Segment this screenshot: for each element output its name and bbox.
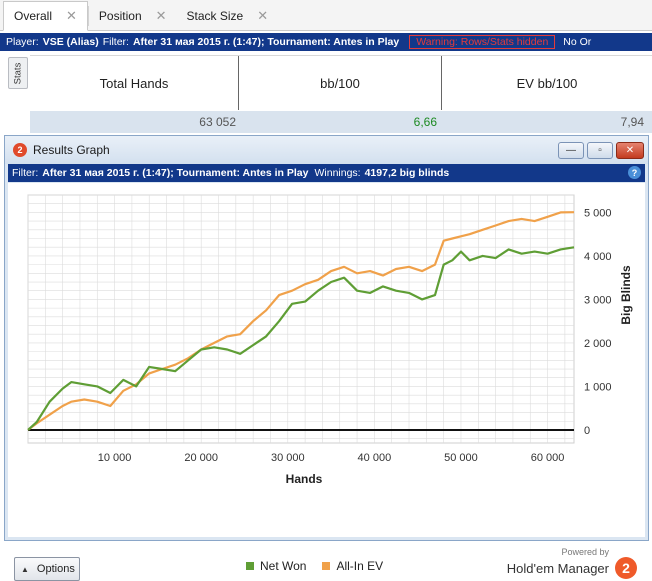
y-tick-label: 1 000 [584,381,612,393]
stats-table-header: Total Hands bb/100 EV bb/100 [30,55,652,110]
y-tick-label: 0 [584,425,590,437]
stats-table-row[interactable]: 63 052 6,66 7,94 [30,111,652,133]
chart-lines [27,211,575,431]
x-tick-label: 30 000 [271,452,305,464]
report-tabs: Overall ✕ Position ✕ Stack Size ✕ [0,0,652,31]
stats-side-label: Stats [12,62,24,84]
report-filter-bar: Player: VSE (Alias) Filter: After 31 мая… [0,33,652,51]
x-axis-label: Hands [286,472,323,486]
window-controls: — ▫ ✕ [558,142,644,159]
player-label: Player: [6,36,39,48]
player-value: VSE (Alias) [42,36,99,48]
legend-swatch [322,562,331,570]
hm2-logo-icon: 2 [13,143,27,157]
triangle-up-icon: ▲ [21,564,29,574]
tab-position[interactable]: Position ✕ [89,1,177,30]
filter-value: After 31 мая 2015 г. (1:47); Tournament:… [132,36,400,48]
chart-legend: Net Won All-In EV [246,559,383,573]
options-label: Options [36,563,75,575]
legend-item-all-in-ev[interactable]: All-In EV [322,559,383,573]
tab-label: Stack Size [186,8,244,23]
results-chart: 10 000 20 000 30 000 40 000 50 000 60 000 0 1 0… [27,194,633,486]
column-header-bb100[interactable]: bb/100 [239,56,442,110]
close-tab-icon[interactable]: ✕ [155,7,167,23]
options-button[interactable]: ▲ Options [14,557,80,581]
legend-label: All-In EV [336,559,384,573]
filter-overflow-text: No Or [563,36,592,48]
close-tab-icon[interactable]: ✕ [257,7,269,23]
plot-frame [27,194,575,444]
winnings-value: 4197,2 big blinds [364,167,450,179]
tab-divider [87,6,89,26]
y-tick-label: 2 000 [584,338,612,350]
powered-by-branding: Powered by Hold'em Manager 2 [507,547,637,579]
close-button[interactable]: ✕ [616,142,644,159]
x-tick-label: 60 000 [531,452,565,464]
graph-filter-value: After 31 мая 2015 г. (1:47); Tournament:… [42,167,309,179]
maximize-button[interactable]: ▫ [587,142,613,159]
close-tab-icon[interactable]: ✕ [66,8,77,23]
tab-label: Overall [14,9,53,23]
filter-label: Filter: [102,36,129,48]
graph-filter-bar: Filter: After 31 мая 2015 г. (1:47); Tou… [8,164,645,182]
bb100-value: 6,66 [413,115,437,129]
y-tick-label: 5 000 [584,207,612,219]
column-header-total-hands[interactable]: Total Hands [30,56,239,110]
x-tick-label: 40 000 [358,452,392,464]
chart-grid [27,194,575,444]
minimize-button[interactable]: — [558,142,584,159]
stats-side-tab[interactable]: Stats [8,57,28,89]
graph-filter-label: Filter: [12,167,39,179]
winnings-label: Winnings: [314,167,361,179]
all-in-ev-line [27,211,575,431]
legend-label: Net Won [260,559,307,573]
results-graph-window: 2 Results Graph — ▫ ✕ Filter: After 31 м… [4,135,649,581]
hm2-brand-logo-icon: 2 [615,557,637,579]
tab-stack-size[interactable]: Stack Size ✕ [177,1,279,30]
column-header-ev-bb100[interactable]: EV bb/100 [516,75,578,91]
legend-swatch [246,562,254,570]
ev-bb100-value: 7,94 [620,115,644,129]
graph-area: 10 000 20 000 30 000 40 000 50 000 60 000 0 1 0… [8,183,645,581]
hidden-stats-warning[interactable]: Warning: Rows/Stats hidden [409,35,556,49]
brand-name: Hold'em Manager [506,560,609,576]
legend-item-net-won[interactable]: Net Won [246,559,306,573]
tab-label: Position [98,8,142,23]
net-won-line [27,246,575,431]
window-title: Results Graph [33,143,110,157]
chart-ticks: 10 000 20 000 30 000 40 000 50 000 60 000 0 1 0… [98,207,612,464]
y-axis-label: Big Blinds [619,265,633,325]
window-titlebar[interactable]: 2 Results Graph — ▫ ✕ [5,136,648,164]
y-tick-label: 4 000 [584,251,612,263]
total-hands-value: 63 052 [199,115,236,129]
powered-by-text: Powered by [561,547,609,557]
x-tick-label: 50 000 [444,452,478,464]
help-icon[interactable]: ? [628,166,641,179]
tab-overall[interactable]: Overall ✕ [3,1,88,31]
y-tick-label: 3 000 [584,294,612,306]
x-tick-label: 10 000 [98,452,132,464]
x-tick-label: 20 000 [184,452,218,464]
